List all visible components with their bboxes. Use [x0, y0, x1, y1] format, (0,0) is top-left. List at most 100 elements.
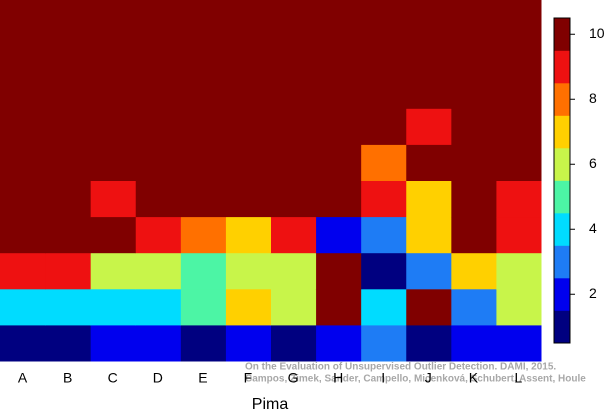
heatmap-cell: [405, 216, 452, 254]
heatmap-cell: [270, 180, 317, 218]
heatmap-cell: [450, 252, 497, 290]
heatmap-cell: [45, 288, 91, 326]
heatmap-cell: [405, 108, 452, 145]
heatmap-cell: [405, 144, 452, 181]
heatmap-cell: [495, 0, 542, 37]
colorbar-swatch: [554, 245, 570, 279]
x-tick-label: B: [63, 370, 72, 386]
heatmap-cell: [270, 144, 317, 181]
heatmap-cell: [270, 72, 317, 109]
heatmap-cell: [270, 288, 317, 326]
x-tick-label: D: [153, 370, 163, 386]
heatmap-cell: [0, 0, 46, 37]
heatmap-cell: [495, 108, 542, 145]
heatmap-cell: [225, 252, 271, 290]
heatmap-cell: [315, 72, 362, 109]
colorbar-swatch: [554, 83, 570, 116]
heatmap-cell: [180, 72, 226, 109]
colorbar-tick-label: 2: [589, 285, 597, 301]
heatmap-cell: [405, 180, 452, 218]
heatmap-cell: [135, 288, 181, 326]
heatmap-cell: [270, 324, 317, 362]
heatmap-cell: [360, 252, 407, 290]
heatmap-cell: [360, 36, 407, 73]
heatmap-cell: [0, 252, 46, 290]
heatmap-cell: [225, 144, 271, 181]
heatmap-cell: [405, 324, 452, 362]
heatmap-cell: [315, 216, 362, 254]
heatmap-cell: [315, 0, 362, 37]
heatmap-cell: [450, 216, 497, 254]
heatmap-cell: [270, 108, 317, 145]
heatmap-cell: [315, 252, 362, 290]
heatmap-cell: [495, 288, 542, 326]
heatmap-cell: [0, 216, 46, 254]
colorbar-swatch: [554, 148, 570, 181]
heatmap-cell: [495, 180, 542, 218]
colorbar-tick-label: 10: [589, 25, 605, 41]
heatmap-cell: [315, 288, 362, 326]
heatmap-cell: [315, 144, 362, 181]
heatmap-cell: [495, 324, 542, 362]
colorbar-frame: [553, 17, 571, 344]
x-tick-label: I: [381, 370, 385, 386]
heatmap-cell: [360, 72, 407, 109]
colorbar-swatch: [554, 278, 570, 311]
heatmap-cell: [450, 0, 497, 37]
heatmap-cell: [135, 216, 181, 254]
heatmap-cell: [90, 180, 136, 218]
heatmap-cell: [180, 108, 226, 145]
heatmap-cell: [360, 216, 407, 254]
heatmap-cell: [360, 324, 407, 362]
heatmap-cell: [45, 324, 91, 362]
heatmap-cell: [405, 288, 452, 326]
x-tick-label: H: [333, 370, 343, 386]
heatmap-cell: [405, 0, 452, 37]
heatmap-cell: [360, 0, 407, 37]
heatmap-cell: [0, 288, 46, 326]
heatmap-cell: [180, 252, 226, 290]
heatmap-cell: [180, 180, 226, 218]
heatmap-cell: [0, 108, 46, 145]
heatmap-cell: [225, 180, 271, 218]
heatmap-cell: [135, 36, 181, 73]
heatmap-cell: [180, 324, 226, 362]
heatmap-cell: [270, 36, 317, 73]
heatmap-cell: [450, 288, 497, 326]
watermark: On the Evaluation of Unsupervised Outlie…: [245, 362, 556, 373]
heatmap-cell: [90, 288, 136, 326]
heatmap-cell: [405, 36, 452, 73]
heatmap-cell: [270, 0, 317, 37]
heatmap-cell: [90, 144, 136, 181]
heatmap-cell: [225, 36, 271, 73]
heatmap-cell: [135, 0, 181, 37]
heatmap-cell: [180, 216, 226, 254]
heatmap-cell: [90, 108, 136, 145]
heatmap-cell: [225, 216, 271, 254]
heatmap-cell: [360, 288, 407, 326]
heatmap-cell: [450, 324, 497, 362]
heatmap-cell: [315, 324, 362, 362]
heatmap-cell: [90, 0, 136, 37]
colorbar-swatch: [554, 18, 570, 51]
colorbar-swatch: [554, 213, 570, 246]
heatmap-cell: [135, 72, 181, 109]
x-tick-label: C: [108, 370, 118, 386]
colorbar-tick-label: 8: [589, 90, 597, 106]
colorbar-tick-label: 4: [589, 220, 597, 236]
heatmap-cell: [45, 108, 91, 145]
colorbar-tick-label: 6: [589, 155, 597, 171]
heatmap-cell: [45, 252, 91, 290]
heatmap-cell: [495, 252, 542, 290]
x-axis-label: Pima: [252, 396, 289, 413]
heatmap-cell: [135, 252, 181, 290]
heatmap-cell: [450, 72, 497, 109]
x-tick-label: F: [244, 370, 253, 386]
heatmap-cell: [45, 36, 91, 73]
colorbar-swatch: [554, 50, 570, 84]
heatmap-cell: [225, 324, 271, 362]
heatmap-cell: [225, 108, 271, 145]
colorbar-swatch: [554, 115, 570, 149]
heatmap-cell: [315, 108, 362, 145]
